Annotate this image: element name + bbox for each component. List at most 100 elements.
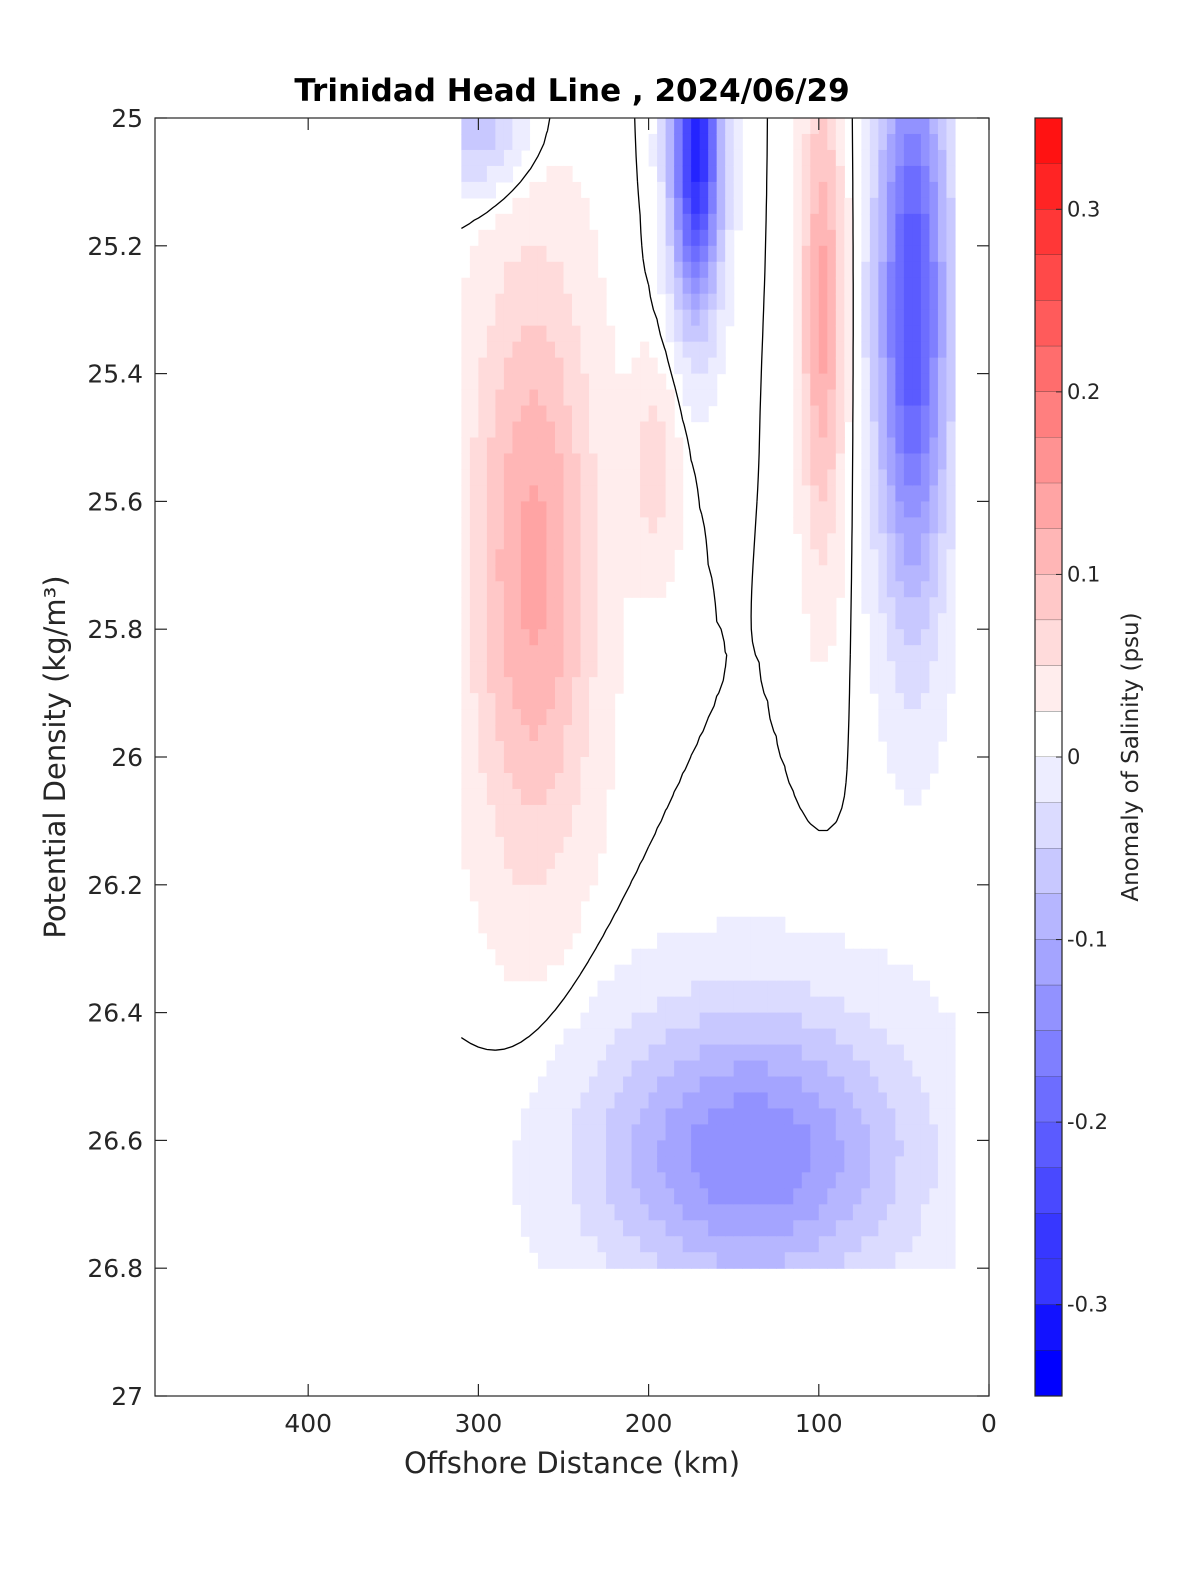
heatmap-cell [861,165,871,183]
heatmap-cell [614,405,624,423]
heatmap-cell [708,980,718,998]
heatmap-cell [597,485,607,502]
heatmap-cell [793,948,803,966]
heatmap-cell [580,597,590,614]
heatmap-cell [869,469,879,487]
heatmap-cell [708,181,718,199]
heatmap-cell [606,1028,616,1046]
heatmap-cell [895,996,905,1014]
heatmap-cell [495,309,505,327]
heatmap-cell [937,629,948,646]
heatmap-cell [946,1012,956,1030]
heatmap-cell [461,549,471,566]
heatmap-cell [844,1076,854,1094]
heatmap-cell [674,1060,684,1078]
heatmap-cell [801,1124,811,1141]
heatmap-cell [886,677,896,694]
heatmap-cell [469,533,479,550]
heatmap-cell [469,341,479,359]
heatmap-cell [793,1220,803,1237]
heatmap-cell [750,1172,760,1189]
colorbar-level [1035,620,1062,667]
heatmap-cell [835,437,845,455]
heatmap-cell [589,741,599,758]
heatmap-cell [597,533,607,550]
heatmap-cell [631,1236,641,1253]
heatmap-cell [580,868,590,886]
heatmap-cell [486,788,497,806]
heatmap-cell [725,1124,735,1141]
heatmap-cell [648,1012,658,1030]
heatmap-cell [529,405,539,423]
heatmap-cell [461,836,471,854]
heatmap-cell [708,1156,718,1173]
heatmap-cell [554,373,565,391]
heatmap-cell [503,757,514,774]
heatmap-cell [512,405,522,423]
heatmap-cell [861,565,871,582]
heatmap-cell [716,1092,726,1110]
heatmap-cell [589,357,599,375]
heatmap-cell [699,325,709,343]
heatmap-cell [520,629,531,646]
heatmap-cell [844,1012,854,1030]
heatmap-cell [546,932,556,950]
heatmap-cell [742,1028,752,1046]
colorbar-level [1035,483,1062,530]
heatmap-cell [920,181,931,199]
heatmap-cell [793,213,803,231]
colorbar-level [1035,1213,1062,1260]
heatmap-cell [903,309,914,327]
heatmap-cell [810,245,820,263]
heatmap-cell [469,118,479,135]
heatmap-cell [554,453,565,471]
heatmap-cell [878,213,888,231]
heatmap-cell [563,469,573,487]
heatmap-cell [537,884,548,902]
heatmap-cell [563,181,573,199]
heatmap-cell [580,1124,590,1141]
heatmap-cell [733,1012,743,1030]
heatmap-cell [486,741,497,758]
heatmap-cell [852,1204,862,1221]
colorbar-label: Anomaly of Salinity (psu) [1118,612,1144,901]
colorbar-level [1035,163,1062,210]
heatmap-cell [614,645,624,662]
colorbar-level [1035,346,1062,393]
heatmap-cell [529,852,539,870]
heatmap-cell [810,1076,820,1094]
heatmap-cell [886,1108,896,1126]
heatmap-cell [886,725,896,742]
heatmap-cell [810,1188,820,1205]
heatmap-cell [554,1188,565,1205]
heatmap-cell [886,1220,896,1237]
heatmap-cell [946,1188,956,1205]
heatmap-cell [631,1188,641,1205]
heatmap-cell [801,133,811,151]
heatmap-cell [631,996,641,1014]
heatmap-cell [699,1012,709,1030]
heatmap-cell [946,389,956,407]
heatmap-cell [776,1204,786,1221]
heatmap-cell [716,149,726,167]
heatmap-cell [869,1252,879,1269]
heatmap-cell [699,261,709,279]
heatmap-cell [503,916,514,934]
heatmap-cell [903,1108,914,1126]
heatmap-cell [554,581,565,598]
heatmap-cell [844,277,854,295]
heatmap-cell [554,213,565,231]
heatmap-cell [546,788,556,806]
heatmap-cell [589,836,599,854]
heatmap-cell [861,181,871,199]
heatmap-cell [827,197,837,215]
heatmap-cell [512,517,522,534]
heatmap-cell [716,1236,726,1253]
heatmap-cell [537,916,548,934]
heatmap-cell [725,277,735,295]
heatmap-cell [623,1188,633,1205]
heatmap-cell [946,405,956,423]
heatmap-cell [895,581,905,598]
heatmap-cell [691,964,701,982]
heatmap-cell [554,421,565,439]
